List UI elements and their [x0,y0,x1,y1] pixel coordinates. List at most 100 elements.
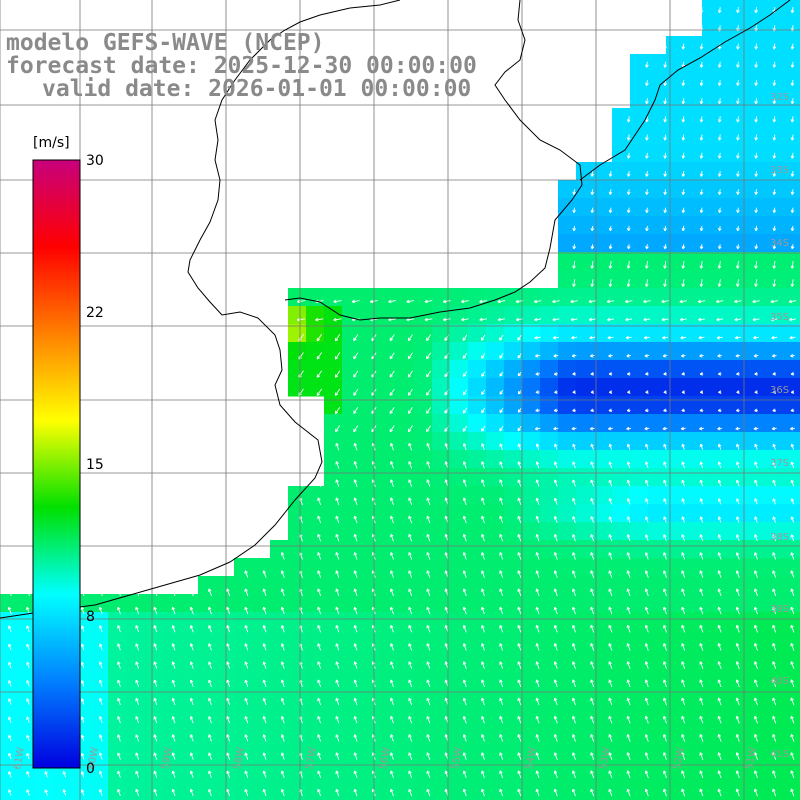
wind-cell [648,702,667,721]
wind-arrow [716,335,723,340]
wind-arrow [772,679,777,688]
wind-arrow [790,552,795,560]
wind-arrow [699,588,704,597]
wind-cell [702,720,721,739]
wind-cell [234,666,253,685]
wind-cell [720,792,739,800]
wind-cell [18,648,37,667]
wind-cell [360,558,379,577]
wind-cell [324,414,343,433]
wind-arrow [644,479,649,487]
wind-cell [756,162,775,181]
wind-arrow [661,299,669,304]
wind-arrow [98,752,103,760]
wind-cell [504,666,523,685]
wind-cell [684,684,703,703]
wind-cell [216,684,235,703]
wind-cell [432,738,451,757]
wind-cell [558,288,577,307]
wind-arrow [735,353,741,358]
wind-arrow [517,734,522,742]
wind-arrow [790,152,795,159]
wind-cell [684,432,703,451]
wind-cell [450,702,469,721]
wind-cell [702,180,721,199]
wind-arrow [644,788,649,797]
wind-cell [360,774,379,793]
wind-cell [324,648,343,667]
wind-arrow [135,625,140,633]
wind-cell [576,216,595,235]
wind-cell [306,720,325,739]
wind-arrow [681,79,686,86]
wind-cell [576,450,595,469]
wind-cell [594,324,613,343]
wind-cell [576,486,595,505]
wind-cell [666,684,685,703]
wind-arrow [754,225,759,232]
wind-arrow [717,353,722,358]
wind-arrow [499,570,504,578]
wind-arrow [681,98,686,105]
wind-cell [720,198,739,217]
wind-cell [792,270,800,289]
lon-label: 61W [12,746,27,770]
wind-cell [180,630,199,649]
wind-arrow [717,43,722,50]
lat-label: 41S [770,749,789,760]
wind-arrow [353,388,359,396]
wind-cell [396,396,415,415]
wind-arrow [772,207,777,214]
wind-cell [144,720,163,739]
wind-cell [378,342,397,361]
wind-arrow [590,244,595,250]
wind-cell [198,594,217,613]
colorbar-tick-8: 8 [86,609,95,625]
wind-cell [396,342,415,361]
wind-cell [702,72,721,91]
wind-arrow [280,752,285,760]
wind-arrow [772,534,776,542]
wind-arrow [662,679,667,688]
wind-cell [360,414,379,433]
wind-cell [522,792,541,800]
wind-cell [90,648,109,667]
wind-arrow [626,261,631,269]
wind-arrow [663,189,667,195]
wind-cell [774,504,793,523]
wind-cell [558,270,577,289]
wind-cell [576,396,595,415]
wind-cell [306,612,325,631]
wind-arrow [790,116,795,123]
wind-arrow [736,79,740,86]
wind-arrow [8,680,12,687]
wind-arrow [390,479,394,487]
wind-cell [648,792,667,800]
wind-arrow [608,516,613,523]
wind-arrow [8,771,12,778]
wind-arrow [790,570,795,578]
wind-cell [414,738,433,757]
wind-cell [774,576,793,595]
wind-cell [594,540,613,559]
wind-cell [792,162,800,181]
wind-cell [378,468,397,487]
wind-cell [306,522,325,541]
wind-cell [198,774,217,793]
wind-arrow [608,390,613,394]
wind-arrow [481,515,485,524]
wind-cell [288,540,307,559]
wind-cell [414,324,433,343]
wind-cell [738,36,757,55]
wind-arrow [645,225,649,232]
wind-cell [288,792,307,800]
wind-arrow [735,624,740,633]
wind-cell [216,702,235,721]
wind-cell [378,684,397,703]
wind-cell [396,558,415,577]
wind-cell [756,684,775,703]
wind-cell [540,378,559,397]
wind-cell [684,522,703,541]
wind-cell [720,558,739,577]
wind-arrow [717,134,722,141]
